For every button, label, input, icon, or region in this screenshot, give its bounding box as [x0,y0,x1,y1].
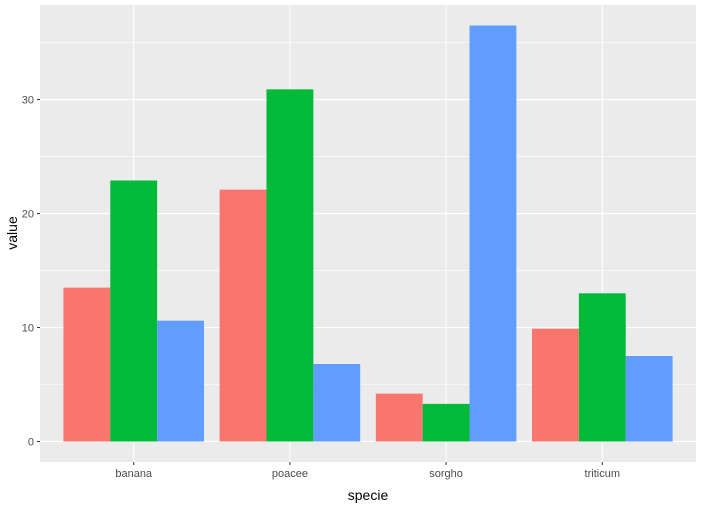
y-axis-ticks: 0 10 20 30 [22,95,40,448]
x-tick-label: sorgho [429,468,463,480]
bar-banana-series-1 [63,287,111,442]
x-axis-ticks: banana poacee sorgho triticum [115,462,620,480]
bar-sorgho-series-2 [422,403,470,442]
bar-poacee-series-1 [219,189,267,442]
bar-sorgho-series-3 [469,25,517,442]
x-axis-title: specie [348,487,389,503]
bar-poacee-series-3 [313,363,361,442]
x-tick-label: triticum [585,468,620,480]
y-tick-label: 30 [22,95,34,107]
bar-banana-series-2 [110,180,158,442]
y-tick-label: 0 [28,436,34,448]
x-tick-label: poacee [272,468,308,480]
x-tick-label: banana [115,468,153,480]
bar-banana-series-3 [157,320,204,442]
y-tick-label: 20 [22,209,34,221]
y-axis-title: value [4,216,20,250]
y-tick-label: 10 [22,323,34,335]
bars [63,25,673,442]
bar-poacee-series-2 [266,89,314,442]
bar-triticum-series-3 [625,356,673,442]
bar-sorgho-series-1 [375,393,423,442]
bar-triticum-series-1 [532,328,579,442]
bar-triticum-series-2 [578,293,626,442]
